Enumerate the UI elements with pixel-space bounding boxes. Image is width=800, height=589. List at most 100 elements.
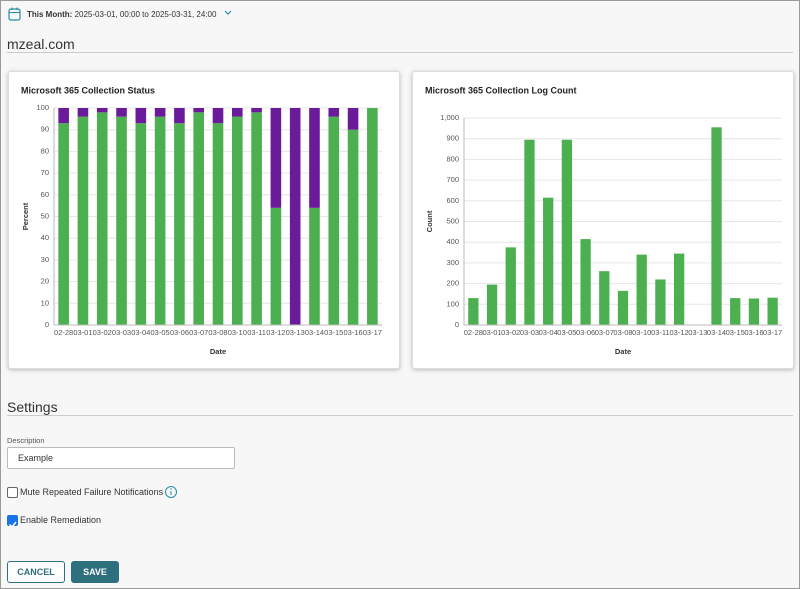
bar bbox=[328, 116, 340, 326]
y-tick-label: 10 bbox=[41, 298, 49, 307]
y-tick-label: 400 bbox=[446, 237, 459, 246]
bar bbox=[468, 298, 479, 325]
bar bbox=[561, 139, 573, 325]
bar bbox=[193, 108, 205, 113]
y-tick-label: 500 bbox=[446, 216, 459, 225]
bar bbox=[655, 279, 666, 325]
x-tick-label: 03-17 bbox=[363, 328, 382, 337]
x-tick-label: 03-02 bbox=[501, 328, 520, 337]
save-button[interactable]: SAVE bbox=[71, 561, 119, 583]
x-tick-label: 02-28 bbox=[54, 328, 73, 337]
bar bbox=[636, 254, 647, 325]
bar bbox=[77, 116, 89, 326]
x-axis-title: Date bbox=[210, 347, 226, 356]
y-tick-label: 1,000 bbox=[440, 113, 459, 122]
bar bbox=[524, 139, 535, 325]
y-axis-title: Percent bbox=[21, 202, 30, 230]
bar bbox=[231, 108, 243, 117]
x-tick-label: 02-28 bbox=[464, 328, 483, 337]
bar bbox=[270, 207, 282, 325]
x-tick-label: 03-05 bbox=[557, 328, 576, 337]
y-tick-label: 100 bbox=[36, 103, 49, 112]
x-tick-label: 03-11 bbox=[651, 328, 670, 337]
description-label: Description bbox=[7, 436, 45, 445]
divider bbox=[7, 415, 793, 416]
bar bbox=[347, 108, 359, 130]
x-tick-label: 03-13 bbox=[688, 328, 707, 337]
period-label: This Month: bbox=[27, 10, 73, 19]
bar bbox=[96, 108, 108, 113]
mute-checkbox[interactable] bbox=[7, 487, 18, 498]
x-tick-label: 03-16 bbox=[744, 328, 763, 337]
x-tick-label: 03-03 bbox=[112, 328, 131, 337]
bar bbox=[730, 298, 741, 325]
x-tick-label: 03-01 bbox=[73, 328, 92, 337]
x-tick-label: 03-13 bbox=[286, 328, 305, 337]
bar bbox=[711, 127, 722, 325]
bar bbox=[309, 108, 320, 208]
bar bbox=[251, 112, 262, 325]
chart: Microsoft 365 Collection Status Date Perce… bbox=[21, 85, 382, 356]
x-tick-label: 03-14 bbox=[305, 328, 324, 337]
x-tick-label: 03-06 bbox=[170, 328, 189, 337]
x-tick-label: 03-17 bbox=[763, 328, 782, 337]
bar bbox=[212, 108, 224, 124]
remediation-checkbox[interactable] bbox=[7, 515, 18, 529]
remediation-label: Enable Remediation bbox=[20, 515, 102, 525]
bar bbox=[58, 108, 69, 124]
y-tick-label: 60 bbox=[41, 190, 49, 199]
chart-title: Microsoft 365 Collection Status bbox=[21, 85, 155, 95]
bar bbox=[193, 112, 205, 325]
description-input[interactable]: Example bbox=[7, 447, 235, 469]
mute-label: Mute Repeated Failure Notifications bbox=[20, 487, 164, 497]
x-tick-label: 03-06 bbox=[576, 328, 595, 337]
x-axis-title: Date bbox=[615, 347, 631, 356]
info-icon[interactable] bbox=[164, 485, 178, 499]
chart-title: Microsoft 365 Collection Log Count bbox=[425, 85, 577, 95]
y-tick-label: 70 bbox=[41, 168, 49, 177]
y-tick-label: 30 bbox=[41, 255, 49, 264]
x-tick-label: 03-10 bbox=[632, 328, 651, 337]
bar bbox=[289, 108, 301, 325]
bar bbox=[270, 108, 282, 208]
cancel-button[interactable]: CANCEL bbox=[7, 561, 65, 583]
bar bbox=[116, 116, 127, 326]
x-tick-label: 03-08 bbox=[208, 328, 227, 337]
bar bbox=[96, 112, 108, 325]
bar bbox=[347, 129, 359, 325]
y-tick-label: 200 bbox=[446, 279, 459, 288]
bar bbox=[116, 108, 127, 117]
period: 2025-03-01, 00:00 to 2025-03-31, 24:00 bbox=[74, 10, 217, 19]
y-tick-label: 90 bbox=[41, 125, 49, 134]
y-tick-label: 80 bbox=[41, 146, 49, 155]
x-tick-label: 03-15 bbox=[726, 328, 745, 337]
bar bbox=[748, 298, 760, 325]
calendar-icon[interactable] bbox=[8, 7, 21, 21]
settings-title: Settings bbox=[7, 399, 58, 415]
x-tick-label: 03-14 bbox=[707, 328, 726, 337]
x-tick-label: 03-01 bbox=[482, 328, 501, 337]
bar bbox=[617, 290, 629, 325]
x-tick-label: 03-05 bbox=[151, 328, 170, 337]
chevron bbox=[224, 10, 232, 15]
y-tick-label: 300 bbox=[446, 258, 459, 267]
site-name: mzeal.com bbox=[7, 36, 75, 52]
x-tick-label: 03-11 bbox=[247, 328, 266, 337]
x-tick-label: 03-03 bbox=[520, 328, 539, 337]
bar bbox=[135, 123, 147, 325]
x-tick-label: 03-04 bbox=[131, 328, 150, 337]
x-tick-label: 03-08 bbox=[613, 328, 632, 337]
bar bbox=[543, 197, 554, 325]
bar bbox=[580, 239, 591, 325]
bar bbox=[58, 123, 69, 325]
bar bbox=[328, 108, 340, 117]
y-axis-title: Count bbox=[425, 210, 434, 232]
y-tick-label: 50 bbox=[41, 211, 49, 220]
bar bbox=[135, 108, 147, 124]
period-selector[interactable]: This Month: 2025-03-01, 00:00 to 2025-03… bbox=[27, 9, 233, 19]
x-tick-label: 03-04 bbox=[539, 328, 558, 337]
bar bbox=[212, 123, 224, 325]
y-tick-label: 800 bbox=[446, 154, 459, 163]
y-tick-label: 900 bbox=[446, 134, 459, 143]
chart: Microsoft 365 Collection Log Count Date Co… bbox=[425, 85, 782, 356]
